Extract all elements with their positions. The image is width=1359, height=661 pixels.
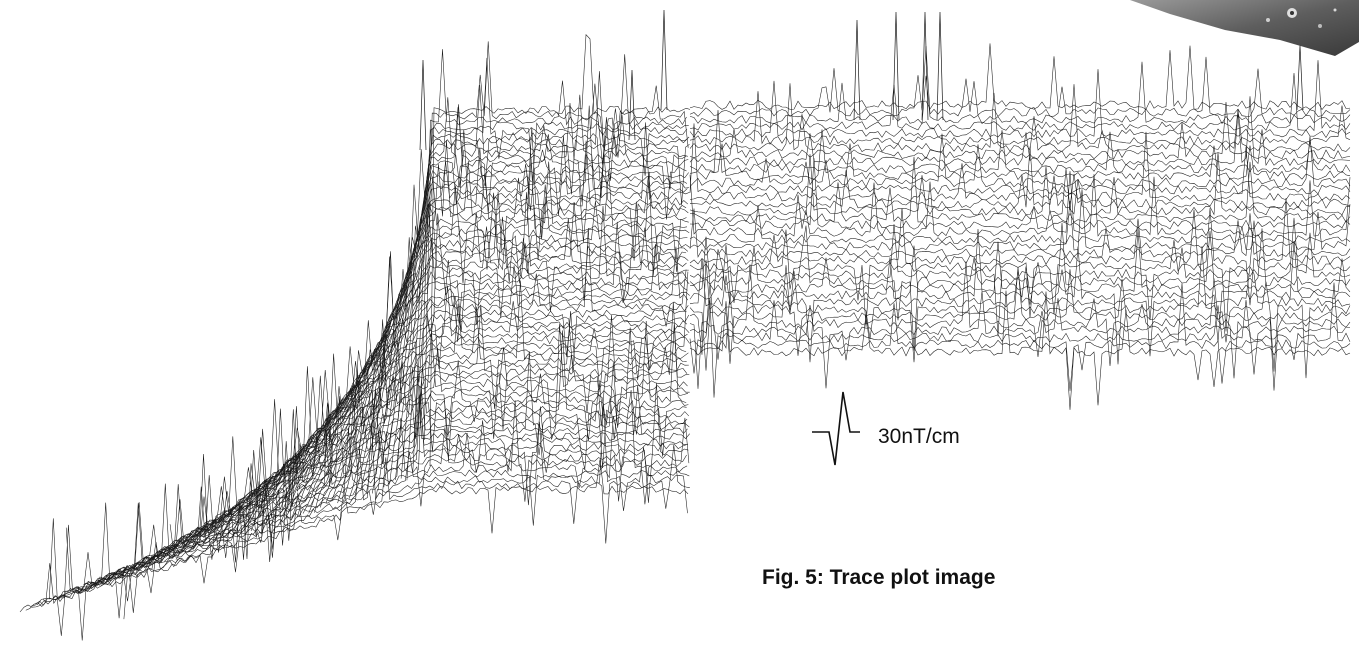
- trace-line: [192, 301, 690, 550]
- trace-line: [198, 295, 688, 560]
- scale-bar-glyph: [812, 391, 860, 466]
- trace-line: [689, 205, 1351, 244]
- trace-line: [689, 152, 1351, 216]
- trace-line: [689, 96, 1351, 167]
- trace-line: [112, 368, 689, 580]
- trace-spike: [936, 11, 944, 121]
- trace-line: [689, 197, 1351, 306]
- trace-line: [389, 143, 690, 485]
- trace-line: [418, 49, 687, 471]
- trace-line: [689, 61, 1351, 125]
- trace-line: [94, 381, 688, 586]
- trace-line: [77, 371, 690, 591]
- trace-line: [106, 330, 687, 582]
- trace-line: [169, 303, 687, 557]
- trace-line: [360, 169, 689, 491]
- trace-spike: [628, 69, 636, 141]
- trace-line: [135, 314, 688, 574]
- trace-line: [689, 283, 1351, 389]
- trace-line: [689, 83, 1351, 153]
- trace-line: [406, 57, 688, 481]
- trace-line: [152, 304, 689, 565]
- trace-line: [412, 54, 689, 474]
- figure-caption: Fig. 5: Trace plot image: [762, 566, 996, 589]
- trace-line: [689, 101, 1351, 160]
- trace-line: [689, 222, 1351, 351]
- trace-line: [337, 122, 690, 504]
- trace-line: [689, 283, 1351, 392]
- trace-line: [273, 191, 687, 520]
- trace-line: [689, 129, 1351, 181]
- trace-line: [19, 459, 689, 613]
- trace-line: [689, 46, 1351, 117]
- trace-line: [383, 85, 688, 488]
- trace-line: [689, 220, 1351, 332]
- trace-line: [423, 41, 689, 441]
- trace-line: [83, 389, 688, 590]
- trace-line: [296, 171, 690, 518]
- trace-line: [429, 34, 691, 467]
- trace-line: [689, 282, 1351, 398]
- trace-line: [689, 259, 1351, 364]
- trace-line: [164, 280, 689, 562]
- trace-line: [216, 227, 689, 543]
- trace-line: [37, 416, 690, 636]
- trace-line: [204, 314, 690, 545]
- trace-line: [689, 208, 1351, 258]
- trace-spike: [892, 11, 900, 121]
- trace-spike: [853, 19, 861, 121]
- trace-line: [689, 158, 1351, 230]
- trace-line: [181, 335, 690, 552]
- corner-photo-fragment: [1130, 0, 1359, 56]
- trace-line: [689, 217, 1351, 337]
- trace-line: [65, 436, 687, 641]
- trace-spike: [660, 9, 668, 111]
- trace-line: [689, 156, 1351, 223]
- trace-line: [689, 261, 1351, 391]
- trace-line: [268, 201, 689, 529]
- trace-line: [42, 389, 688, 619]
- trace-line: [689, 246, 1351, 379]
- trace-line: [262, 192, 687, 531]
- trace-line: [48, 417, 690, 600]
- scale-bar-label: 30nT/cm: [878, 425, 960, 448]
- trace-line: [689, 228, 1351, 365]
- trace-line: [689, 109, 1351, 174]
- trace-line: [227, 246, 689, 538]
- trace-line: [71, 394, 689, 593]
- trace-line: [31, 403, 688, 607]
- trace-line: [354, 175, 688, 496]
- trace-line: [689, 133, 1351, 188]
- trace-line: [239, 237, 688, 536]
- trace-line: [25, 444, 690, 611]
- trace-line: [689, 43, 1351, 110]
- trace-line: [689, 146, 1351, 209]
- trace-line: [256, 203, 689, 550]
- trace-line: [175, 271, 689, 560]
- trace-line: [689, 131, 1351, 202]
- trace-line: [279, 200, 689, 526]
- trace-lines: [19, 9, 1351, 641]
- trace-line: [308, 161, 689, 514]
- trace-line: [377, 102, 687, 491]
- trace-line: [146, 368, 688, 594]
- trace-spike: [921, 11, 929, 121]
- trace-line: [233, 213, 690, 535]
- trace-line: [244, 221, 690, 536]
- trace-line: [285, 192, 690, 518]
- trace-line: [689, 258, 1351, 363]
- trace-line: [689, 290, 1351, 410]
- trace-spike: [419, 59, 427, 151]
